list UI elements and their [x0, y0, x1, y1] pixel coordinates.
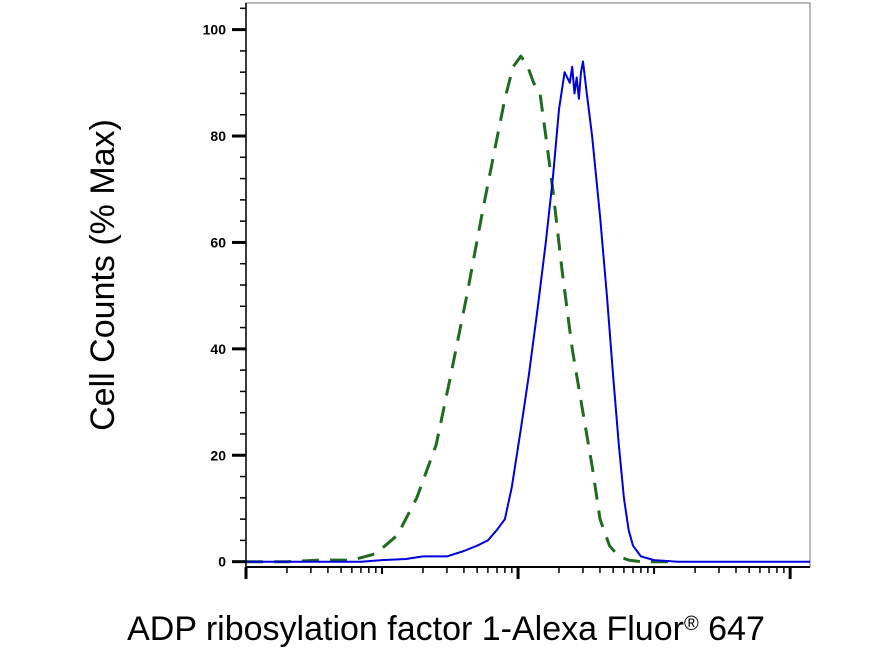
- plot-frame: [245, 2, 811, 568]
- x-axis-ticks: [244, 567, 792, 579]
- series-line-solid: [246, 60, 810, 563]
- y-tick-label: 0: [218, 554, 226, 570]
- x-axis-label-main: ADP ribosylation factor 1-Alexa Fluor: [127, 610, 684, 648]
- y-tick-label: 80: [210, 128, 226, 144]
- x-axis-label-tail: 647: [699, 610, 765, 648]
- x-axis-label: ADP ribosylation factor 1-Alexa Fluor® 6…: [127, 610, 765, 648]
- y-tick-label: 60: [210, 234, 226, 250]
- y-tick-label: 40: [210, 341, 226, 357]
- y-axis-ticks: 0 20 40 60 80 100: [203, 7, 246, 570]
- series-line-dashed: [246, 54, 670, 564]
- y-tick-label: 100: [203, 22, 227, 38]
- x-axis-label-registered-mark: ®: [684, 613, 699, 635]
- y-axis-label: Cell Counts (% Max): [84, 119, 122, 431]
- series-layer: [246, 54, 810, 564]
- y-tick-label: 20: [210, 447, 226, 463]
